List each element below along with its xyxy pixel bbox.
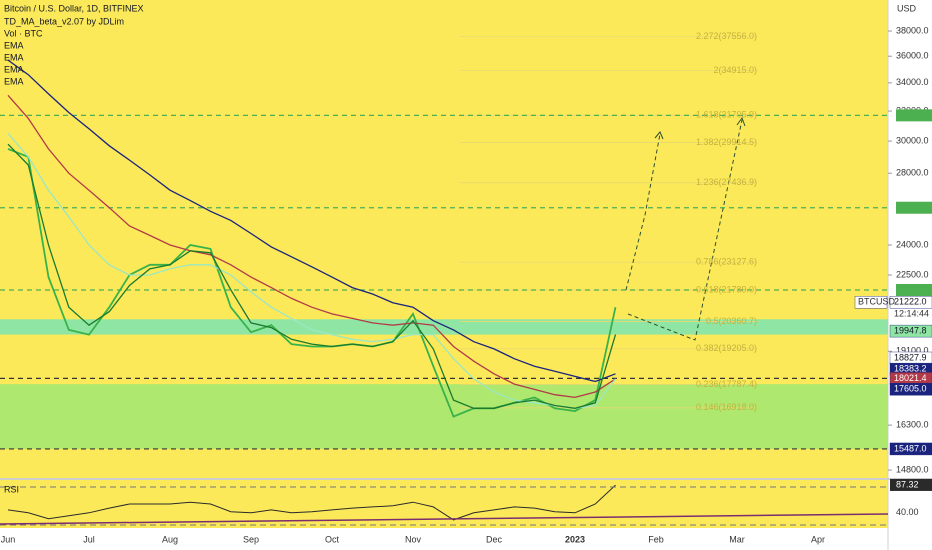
price-tag [889, 383, 932, 396]
fib-label: 0.5(20360.7) [706, 316, 757, 326]
price-tag-label: 21222.0 [894, 297, 927, 307]
y-tick-label: 38000.0 [896, 25, 929, 35]
indicator-label: Vol · BTC [4, 28, 43, 38]
fib-label: 0.618(21789.0) [696, 284, 757, 294]
fib-label: 0.786(23127.6) [696, 257, 757, 267]
price-tag-label: 17605.0 [894, 384, 927, 394]
projection-path [627, 119, 743, 341]
text-layer: Bitcoin / U.S. Dollar, 1D, BITFINEX USD … [1, 3, 932, 544]
x-tick-label: Dec [486, 534, 503, 544]
rsi-guides [0, 486, 889, 526]
x-tick-label: Apr [811, 534, 825, 544]
projection-arrows [625, 116, 746, 341]
x-tick-label: Mar [729, 534, 745, 544]
x-tick-label: Feb [648, 534, 664, 544]
price-tag-label: 18383.2 [894, 364, 927, 374]
fib-label: 1.618(31705.9) [696, 110, 757, 120]
level-tag [896, 283, 932, 296]
y-tick-label: 19100.0 [896, 346, 929, 356]
price-tag-label: 15487.0 [894, 443, 927, 453]
fib-label: 0.146(16918.0) [696, 402, 757, 412]
x-tick-label: Jul [83, 534, 95, 544]
x-tick-label: Oct [325, 534, 340, 544]
symbol-tag [854, 296, 888, 309]
legend-entry: EMA [4, 76, 24, 86]
zone [0, 319, 888, 335]
rsi-line [7, 484, 616, 521]
ema-line [7, 143, 617, 409]
countdown: 12:14:44 [894, 309, 929, 319]
legend-entry: EMA [4, 52, 24, 62]
rsi-label: RSI [4, 484, 19, 494]
x-tick-label: 2023 [565, 534, 585, 544]
time-axis-background [0, 528, 888, 550]
indicator-label: TD_MA_beta_v2.07 by JDLim [4, 16, 124, 26]
fib-label: 0.236(17787.4) [696, 379, 757, 389]
level-tag [896, 109, 932, 122]
series-layer [7, 59, 617, 521]
y-tick-label: 22500.0 [896, 269, 929, 279]
y-tick-label: 28000.0 [896, 168, 929, 178]
price-tag [889, 296, 932, 309]
rsi-tick-label: 40.00 [896, 507, 919, 517]
projection-path [625, 133, 661, 291]
fib-label: 2(34915.0) [713, 65, 757, 75]
x-tick-label: Sep [243, 534, 259, 544]
rsi-tag [890, 478, 932, 491]
arrow-head [736, 116, 746, 127]
rsi-trendline [0, 513, 889, 525]
ema-line [7, 94, 616, 399]
ema-line [7, 132, 617, 409]
levels-layer [0, 36, 888, 450]
x-tick-label: Jun [1, 534, 16, 544]
fib-label: 1.236(27436.9) [696, 177, 757, 187]
legend-entry: EMA [4, 64, 24, 74]
y-tick-label: 34000.0 [896, 77, 929, 87]
price-tag-label: 19947.8 [894, 325, 927, 335]
x-tick-label: Nov [405, 534, 422, 544]
price-tag-label: 18021.4 [894, 373, 927, 383]
arrow-head [654, 131, 664, 140]
fib-label: 1.382(29914.5) [696, 137, 757, 147]
y-tick-label: 14800.0 [896, 464, 929, 474]
price-axis-background [888, 0, 932, 550]
legend-entry: EMA [4, 40, 24, 50]
chart-title: Bitcoin / U.S. Dollar, 1D, BITFINEX [4, 3, 144, 13]
x-tick-label: Aug [162, 534, 178, 544]
y-tick-label: 16300.0 [896, 419, 929, 429]
y-tick-label: 30000.0 [896, 135, 929, 145]
level-tag [896, 201, 932, 214]
rsi-tick-label: 87.32 [896, 479, 919, 489]
price-tag [889, 324, 932, 338]
y-tick-label: 36000.0 [896, 51, 929, 61]
fib-label: 0.382(19205.0) [696, 343, 757, 353]
symbol-tag-label: BTCUSD [858, 297, 896, 307]
fib-label: 2.272(37556.0) [696, 31, 757, 41]
ema-line [7, 59, 616, 383]
currency-label: USD [897, 3, 917, 13]
price-tag-label: 18827.9 [894, 352, 927, 362]
price-tag [889, 442, 932, 456]
y-tick-label: 24000.0 [896, 239, 929, 249]
